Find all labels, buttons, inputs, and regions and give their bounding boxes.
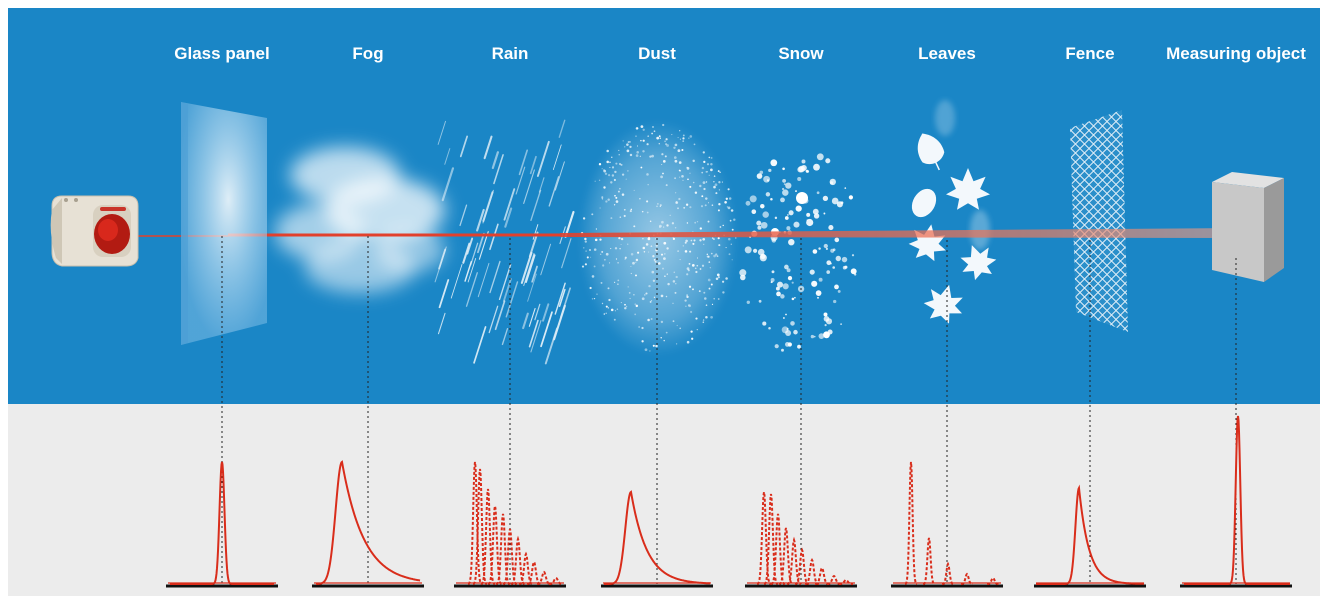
glass-panel-icon	[181, 102, 267, 345]
snowflakes-icon	[739, 153, 857, 352]
label-fog: Fog	[352, 44, 383, 63]
signal-plots	[166, 415, 1292, 588]
label-fence: Fence	[1065, 44, 1114, 63]
label-glass-panel: Glass panel	[174, 44, 269, 63]
fog-cloud-icon	[275, 147, 445, 293]
dotted-leader-lines	[221, 236, 1237, 584]
label-snow: Snow	[778, 44, 824, 63]
label-dust: Dust	[638, 44, 676, 63]
dust-cloud-icon	[578, 120, 738, 356]
label-measuring-object: Measuring object	[1166, 44, 1306, 63]
lidar-sensor-icon	[50, 195, 139, 267]
signal-panel-background	[8, 404, 1320, 596]
label-leaves: Leaves	[918, 44, 976, 63]
label-rain: Rain	[492, 44, 529, 63]
fence-mesh-icon	[1070, 110, 1128, 332]
rain-streaks-icon	[434, 119, 575, 365]
measuring-object-box-icon	[1212, 172, 1284, 282]
column-labels: Glass panel Fog Rain Dust Snow Leaves Fe…	[174, 44, 1306, 63]
